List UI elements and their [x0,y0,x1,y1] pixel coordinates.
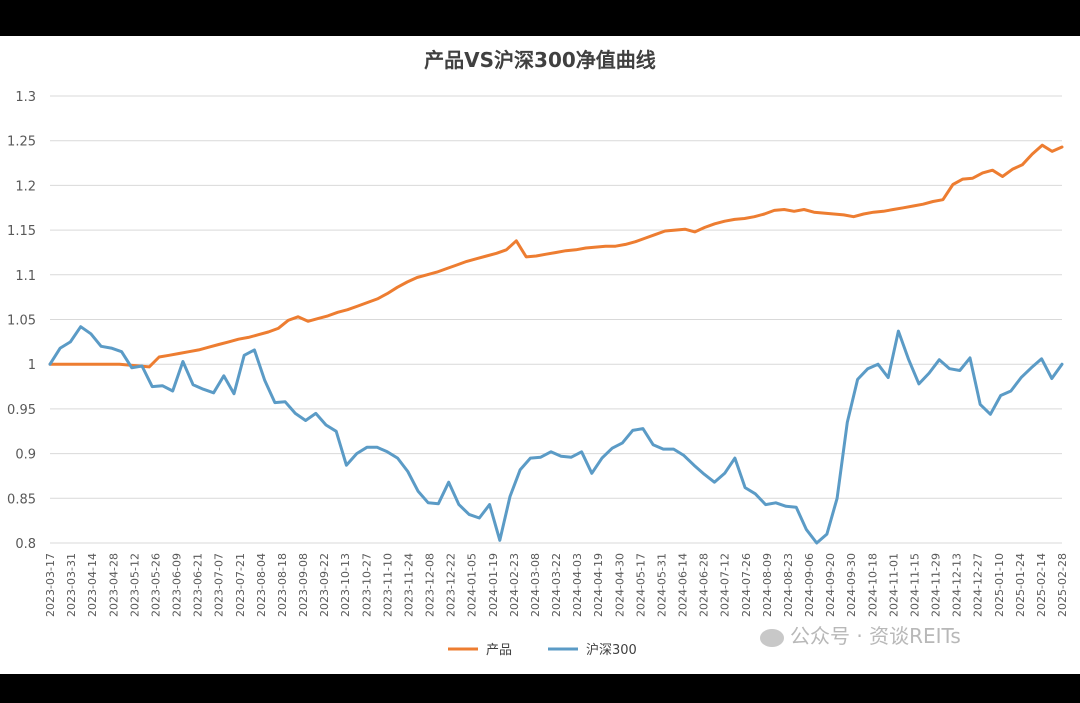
x-tick-label: 2023-10-27 [360,553,373,617]
legend: 产品 沪深300 [448,642,637,658]
x-tick-label: 2023-09-08 [297,553,310,617]
x-tick-label: 2023-07-21 [234,553,247,617]
x-tick-label: 2024-07-26 [740,553,753,617]
x-tick-label: 2024-11-29 [930,553,943,617]
x-tick-label: 2024-09-30 [845,553,858,617]
y-tick-label: 1.2 [15,179,36,194]
series-line-1 [48,325,1064,545]
x-tick-label: 2025-01-10 [993,553,1006,617]
y-tick-label: 1.15 [7,224,36,239]
y-tick-label: 1.1 [15,269,36,284]
y-axis-ticks: 0.8 0.85 0.9 0.95 1 1.05 1.1 1.15 1.2 1.25 1.3 [7,90,36,552]
x-axis-ticks: 2023-03-17 2023-03-31 2023-04-14 2023-04-28… [44,553,1069,617]
x-tick-label: 2023-05-12 [128,553,141,617]
x-tick-label: 2024-01-19 [487,553,500,617]
y-tick-label: 1.05 [7,314,36,329]
x-tick-label: 2024-12-27 [972,553,985,617]
x-tick-label: 2024-04-19 [592,553,605,617]
x-tick-label: 2024-06-14 [677,553,690,617]
x-tick-label: 2023-09-22 [318,553,331,617]
x-tick-label: 2023-05-26 [149,553,162,617]
legend-label: 产品 [486,643,512,658]
x-tick-label: 2023-12-08 [424,553,437,617]
x-tick-label: 2024-07-12 [719,553,732,617]
x-tick-label: 2023-06-21 [192,553,205,617]
x-tick-label: 2024-09-06 [803,553,816,617]
y-tick-label: 1 [28,358,36,373]
x-tick-label: 2023-03-17 [44,553,57,617]
legend-label: 沪深300 [586,642,637,658]
x-tick-label: 2023-04-28 [107,553,120,617]
x-tick-label: 2024-08-23 [782,553,795,617]
series-line-0 [48,143,1064,369]
x-tick-label: 2023-04-14 [86,553,99,617]
chart-frame: 产品VS沪深300净值曲线 0.8 0.85 0.9 0.95 1 1.05 1.1 1.15… [0,36,1080,674]
x-tick-label: 2024-03-22 [550,553,563,617]
y-tick-label: 0.95 [7,403,36,418]
x-tick-label: 2023-11-10 [381,553,394,617]
x-tick-label: 2024-10-18 [866,553,879,617]
x-tick-label: 2023-03-31 [65,553,78,617]
x-tick-label: 2023-08-18 [276,553,289,617]
x-tick-label: 2024-01-05 [466,553,479,617]
x-tick-label: 2024-05-31 [655,553,668,617]
x-tick-label: 2023-08-04 [255,553,268,617]
x-tick-label: 2024-05-17 [634,553,647,617]
x-tick-label: 2025-02-28 [1056,553,1069,617]
x-tick-label: 2024-06-28 [698,553,711,617]
x-tick-label: 2024-04-03 [571,553,584,617]
y-tick-label: 0.9 [15,448,36,463]
x-tick-label: 2024-02-23 [508,553,521,617]
x-tick-label: 2023-07-07 [213,553,226,617]
y-tick-label: 0.85 [7,492,36,507]
x-tick-label: 2024-11-01 [887,553,900,617]
x-tick-label: 2024-04-30 [613,553,626,617]
x-tick-label: 2023-06-09 [171,553,184,617]
x-tick-label: 2023-12-22 [445,553,458,617]
x-tick-label: 2025-02-14 [1035,553,1048,617]
y-tick-label: 1.3 [15,90,36,105]
y-tick-label: 1.25 [7,135,36,150]
watermark: 公众号 · 资谈REITs [760,620,961,649]
x-tick-label: 2024-08-09 [761,553,774,617]
wechat-icon [760,628,784,647]
x-tick-label: 2023-11-24 [402,553,415,617]
x-tick-label: 2023-10-13 [339,553,352,617]
chart-svg: 0.8 0.85 0.9 0.95 1 1.05 1.1 1.15 1.2 1.25 1.3 202… [7,90,1069,658]
series-lines [48,143,1064,545]
chart-title: 产品VS沪深300净值曲线 [424,48,656,72]
x-tick-label: 2024-11-15 [908,553,921,617]
watermark-text: 公众号 · 资谈REITs [790,624,961,648]
y-tick-label: 0.8 [15,537,36,552]
gridlines [50,95,1062,544]
x-tick-label: 2024-09-20 [824,553,837,617]
x-tick-label: 2024-12-13 [951,553,964,617]
x-tick-label: 2024-03-08 [529,553,542,617]
x-tick-label: 2025-01-24 [1014,553,1027,617]
